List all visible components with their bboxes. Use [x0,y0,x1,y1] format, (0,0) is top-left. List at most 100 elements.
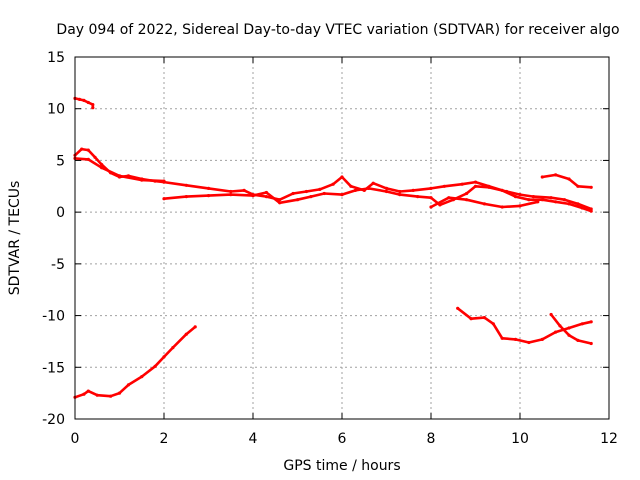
data-point [456,306,460,310]
data-point [251,194,255,198]
data-point [576,338,580,342]
data-point [429,205,433,209]
data-point [184,195,188,199]
data-point [100,166,104,170]
data-point [109,394,113,398]
data-point [322,191,326,196]
data-point [371,181,375,185]
series-arc-7 [73,325,197,399]
data-point [411,188,415,192]
data-point [465,198,469,202]
data-point [206,194,211,198]
data-point [398,189,402,194]
y-tick-label: 5 [56,153,65,169]
data-point [513,195,518,199]
data-point [398,193,402,197]
data-point [86,148,90,152]
data-point [91,106,95,110]
data-point [278,201,282,205]
data-point [384,186,389,190]
data-point [513,337,518,341]
data-point [500,336,504,340]
data-point [140,375,144,379]
y-tick-label: 0 [56,205,65,221]
data-point [91,103,95,107]
data-series [73,96,593,399]
data-point [82,392,86,396]
data-point [367,186,371,190]
data-point [562,198,567,202]
x-axis-label: GPS time / hours [283,458,400,474]
data-point [460,182,464,186]
data-point [162,179,166,183]
data-point [86,100,90,105]
data-point [567,326,571,330]
series-arc-6 [541,173,593,189]
data-point [447,196,451,200]
data-point [540,337,544,341]
series-arc-8 [456,307,593,344]
series-arc-4 [162,185,593,211]
data-point [576,184,580,188]
data-point [309,195,313,199]
data-point [331,182,335,186]
data-point [500,205,504,209]
x-tick-label: 6 [338,431,347,447]
data-point [95,393,99,397]
data-point [206,186,211,190]
data-point [295,198,300,202]
data-point [242,188,246,192]
y-tick-label: 15 [47,50,65,66]
data-point [291,191,295,196]
data-point [505,189,509,194]
y-tick-label: 10 [47,102,65,118]
data-point [442,184,446,188]
data-point [429,186,433,190]
data-point [518,204,522,208]
data-point [82,98,86,102]
data-point [473,180,478,184]
y-tick-label: -15 [42,360,65,376]
data-point [100,163,104,167]
data-point [77,97,82,101]
data-point [86,389,90,393]
data-point [531,195,536,199]
data-point [429,196,433,200]
data-point [589,320,593,324]
x-tick-label: 4 [249,431,258,447]
data-point [184,183,188,187]
data-point [126,383,130,387]
data-point [576,202,580,206]
data-point [264,195,268,199]
data-point [278,198,282,202]
data-point [140,178,144,182]
data-point [491,322,495,326]
data-point [549,196,553,200]
data-point [384,189,389,194]
data-point [567,202,571,206]
data-point [117,174,122,178]
data-point [171,346,175,350]
series-arc-9 [549,313,593,345]
data-point [536,200,540,204]
x-tick-label: 8 [427,431,436,447]
data-point [340,175,344,179]
data-point [162,197,166,201]
data-point [540,198,544,202]
data-point [554,173,558,177]
data-point [554,330,558,334]
x-tick-label: 10 [511,431,529,447]
y-tick-label: -20 [42,412,65,428]
data-point [580,322,584,326]
data-point [469,317,473,321]
data-point [540,175,544,179]
data-point [567,333,571,337]
data-point [416,195,420,199]
data-point [349,184,353,188]
data-point [93,155,97,159]
y-tick-label: -10 [42,309,65,325]
data-point [229,193,233,197]
data-point [86,157,90,161]
data-point [184,332,188,336]
axis-ticks [74,56,610,420]
